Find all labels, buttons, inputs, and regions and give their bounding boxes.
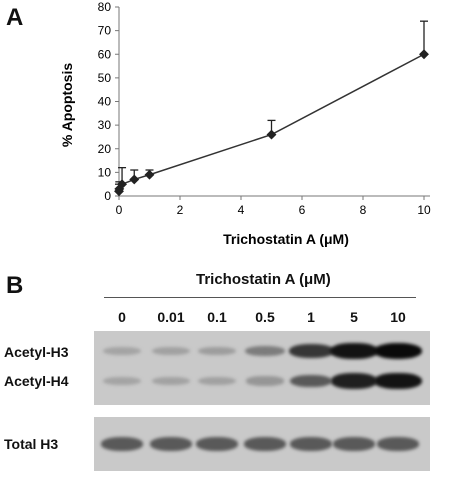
concentration-label: 0.1 <box>207 309 227 325</box>
data-point <box>419 49 429 60</box>
band-acetyl-h3 <box>288 343 334 359</box>
band-total-h3 <box>376 436 420 451</box>
apoptosis-chart: 0 10 20 30 40 50 60 70 80 0 2 4 6 8 10 Trichostatin A … <box>59 0 431 247</box>
band-acetyl-h4 <box>198 376 236 386</box>
y-tick-label: 0 <box>104 189 111 203</box>
x-tick-label: 6 <box>299 203 306 217</box>
y-tick-label: 10 <box>98 165 112 179</box>
band-total-h3 <box>289 436 333 451</box>
band-acetyl-h4 <box>103 376 141 386</box>
x-tick-label: 2 <box>177 203 184 217</box>
y-tick-label: 40 <box>98 95 112 109</box>
x-tick-label: 4 <box>238 203 245 217</box>
panel-a-label: A <box>6 4 24 31</box>
band-total-h3 <box>332 436 376 451</box>
blot-title-underline <box>104 297 416 298</box>
data-point <box>144 169 155 180</box>
blot-title: Trichostatin A (μM) <box>196 271 331 288</box>
concentration-label: 0 <box>118 309 126 325</box>
data-point <box>129 174 140 185</box>
y-tick-label: 30 <box>98 118 112 132</box>
concentration-label: 0.01 <box>157 309 185 325</box>
blot-acetyl-panel <box>94 331 430 405</box>
band-acetyl-h4 <box>330 373 378 389</box>
band-acetyl-h4 <box>152 376 190 386</box>
chart-ticks: 0 10 20 30 40 50 60 70 80 0 2 4 6 8 10 <box>98 0 431 217</box>
y-tick-label: 60 <box>98 47 112 61</box>
row-label-acetyl-h3: Acetyl-H3 <box>4 344 69 360</box>
y-tick-label: 70 <box>98 24 112 38</box>
y-axis-label: % Apoptosis <box>59 63 75 147</box>
data-point <box>266 129 277 140</box>
band-acetyl-h4 <box>245 376 285 386</box>
band-total-h3 <box>149 436 193 451</box>
band-total-h3 <box>195 436 239 451</box>
concentration-label: 0.5 <box>255 309 275 325</box>
band-acetyl-h3 <box>374 342 422 360</box>
band-total-h3 <box>100 436 144 451</box>
concentration-label: 1 <box>307 309 315 325</box>
band-acetyl-h4 <box>374 372 422 390</box>
band-acetyl-h4 <box>289 374 333 388</box>
row-label-total-h3: Total H3 <box>4 436 59 452</box>
band-acetyl-h3 <box>330 342 378 360</box>
y-tick-label: 80 <box>98 0 112 14</box>
x-tick-label: 0 <box>116 203 123 217</box>
row-label-acetyl-h4: Acetyl-H4 <box>4 373 69 389</box>
y-tick-label: 20 <box>98 142 112 156</box>
concentration-label: 5 <box>350 309 358 325</box>
band-total-h3 <box>243 436 287 451</box>
x-tick-label: 10 <box>417 203 431 217</box>
blot-total-h3-panel <box>94 417 430 471</box>
chart-axes <box>118 7 430 197</box>
band-acetyl-h3 <box>244 345 286 357</box>
y-tick-label: 50 <box>98 71 112 85</box>
chart-series <box>114 20 429 197</box>
data-point <box>117 179 127 190</box>
band-acetyl-h3 <box>103 346 141 356</box>
band-acetyl-h3 <box>152 346 190 356</box>
band-acetyl-h3 <box>198 346 236 356</box>
x-axis-label: Trichostatin A (μM) <box>223 231 349 247</box>
panel-b-label: B <box>6 272 24 299</box>
x-tick-label: 8 <box>360 203 367 217</box>
concentration-label: 10 <box>390 309 406 325</box>
